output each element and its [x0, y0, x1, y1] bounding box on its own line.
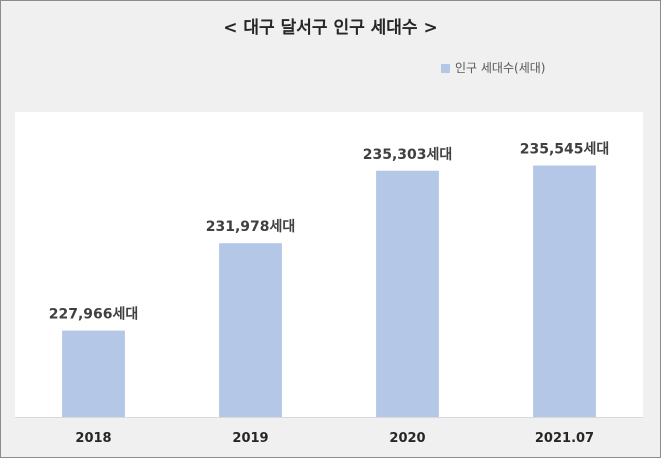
x-tick-label-2021-07: 2021.07 — [535, 431, 594, 446]
chart-title: < 대구 달서구 인구 세대수 > — [223, 18, 438, 38]
legend-swatch — [441, 64, 450, 73]
bar-2019 — [219, 243, 282, 417]
legend-label: 인구 세대수(세대) — [455, 61, 546, 75]
data-label-2019: 231,978세대 — [206, 219, 296, 235]
data-label-2021-07: 235,545세대 — [520, 141, 610, 157]
bar-2021-07 — [533, 165, 596, 417]
x-tick-label-2020: 2020 — [389, 431, 425, 446]
data-label-2020: 235,303세대 — [363, 147, 453, 163]
bar-2020 — [376, 170, 439, 417]
data-label-2018: 227,966세대 — [49, 307, 139, 323]
x-tick-label-2018: 2018 — [75, 431, 111, 446]
x-tick-label-2019: 2019 — [232, 431, 268, 446]
bar-2018 — [62, 330, 125, 417]
